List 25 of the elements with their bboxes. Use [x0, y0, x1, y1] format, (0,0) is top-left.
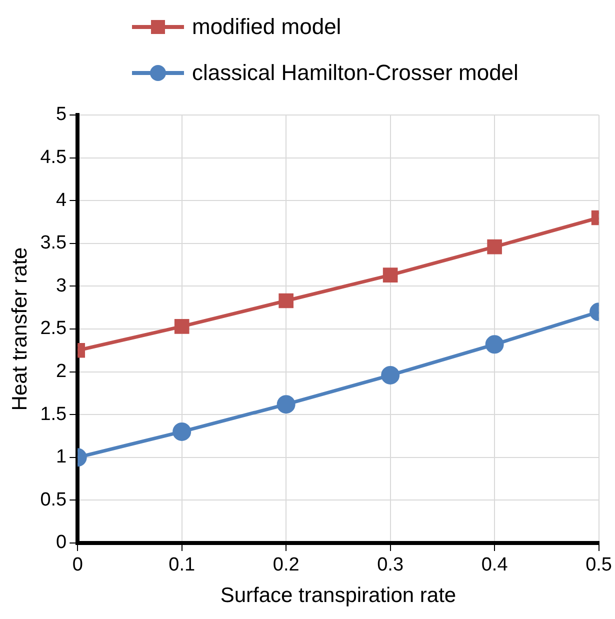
- x-tick-label: 0.3: [377, 554, 404, 576]
- x-tick-label: 0.5: [586, 554, 612, 576]
- y-tick-label: 4.5: [40, 147, 67, 168]
- y-tick-label: 4: [56, 190, 68, 211]
- legend-label: modified model: [192, 14, 342, 40]
- y-tick-label: 2: [56, 361, 67, 382]
- y-tick-label: 2.5: [40, 318, 67, 340]
- x-tick-label: 0.1: [168, 554, 196, 576]
- point: [276, 395, 296, 414]
- x-axis-title: Surface transpiration rate: [220, 584, 456, 608]
- x-tick-label: 0.4: [481, 554, 508, 576]
- y-tick-label: 0.5: [40, 489, 67, 510]
- y-tick-label: 0: [56, 532, 67, 554]
- y-tick-label: 3.5: [40, 232, 67, 254]
- y-tick-label: 1: [56, 446, 67, 468]
- point: [382, 268, 398, 282]
- y-tick-label: 1.5: [40, 404, 67, 425]
- point: [278, 293, 294, 308]
- y-axis-title: Heat transfer rate: [8, 247, 32, 411]
- y-tick-label: 5: [56, 104, 67, 126]
- y-tick-label: 3: [56, 275, 67, 296]
- legend-label: classical Hamilton-Crosser model: [192, 60, 518, 86]
- point: [381, 366, 400, 384]
- x-tick-label: 0: [72, 554, 83, 576]
- x-tick-label: 0.2: [272, 554, 300, 576]
